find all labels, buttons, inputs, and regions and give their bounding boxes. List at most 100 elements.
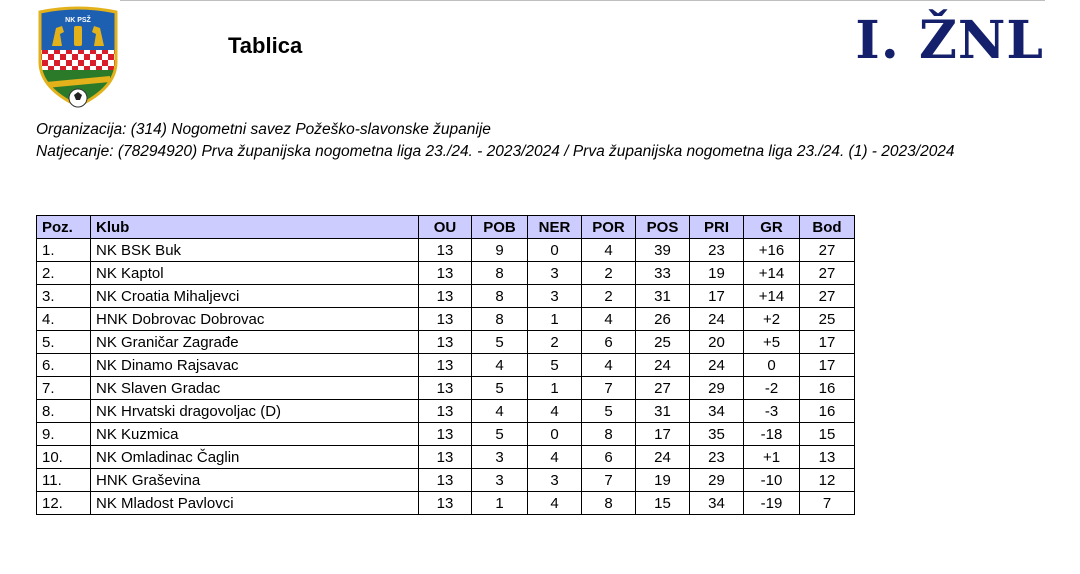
cell-draws: 4 — [527, 399, 582, 423]
cell-position: 8. — [36, 399, 91, 423]
cell-losses: 6 — [581, 445, 636, 469]
cell-losses: 8 — [581, 422, 636, 446]
col-header-pob: POB — [471, 215, 528, 239]
col-header-pos: POS — [635, 215, 690, 239]
cell-position: 5. — [36, 330, 91, 354]
cell-played: 13 — [418, 399, 472, 423]
cell-goals-against: 34 — [689, 399, 744, 423]
cell-goals-for: 15 — [635, 491, 690, 515]
table-row: 5. NK Graničar Zagrađe 13 5 2 6 25 20 +5 17 — [36, 330, 855, 354]
league-title: I. ŽNL — [855, 10, 1044, 71]
col-header-poz: Poz. — [36, 215, 91, 239]
cell-position: 11. — [36, 468, 91, 492]
cell-club: NK Hrvatski dragovoljac (D) — [90, 399, 419, 423]
cell-draws: 0 — [527, 238, 582, 262]
cell-goals-against: 24 — [689, 307, 744, 331]
cell-wins: 5 — [471, 422, 528, 446]
table-row: 9. NK Kuzmica 13 5 0 8 17 35 -18 15 — [36, 422, 855, 446]
cell-goal-diff: +14 — [743, 284, 800, 308]
cell-wins: 8 — [471, 284, 528, 308]
cell-goal-diff: -18 — [743, 422, 800, 446]
cell-position: 4. — [36, 307, 91, 331]
cell-club: NK Graničar Zagrađe — [90, 330, 419, 354]
cell-goal-diff: 0 — [743, 353, 800, 377]
cell-position: 3. — [36, 284, 91, 308]
cell-goals-against: 29 — [689, 468, 744, 492]
table-header-row: Poz. Klub OU POB NER POR POS PRI GR Bod — [36, 215, 855, 239]
cell-wins: 3 — [471, 468, 528, 492]
cell-played: 13 — [418, 330, 472, 354]
competition-line: Natjecanje: (78294920) Prva županijska n… — [36, 143, 955, 160]
table-row: 12. NK Mladost Pavlovci 13 1 4 8 15 34 -19 7 — [36, 491, 855, 515]
col-header-gr: GR — [743, 215, 800, 239]
table-row: 1. NK BSK Buk 13 9 0 4 39 23 +16 27 — [36, 238, 855, 262]
table-row: 3. NK Croatia Mihaljevci 13 8 3 2 31 17 +14 27 — [36, 284, 855, 308]
cell-goals-for: 33 — [635, 261, 690, 285]
cell-points: 17 — [799, 353, 855, 377]
top-divider — [120, 0, 1045, 1]
cell-wins: 8 — [471, 261, 528, 285]
cell-points: 16 — [799, 376, 855, 400]
cell-wins: 3 — [471, 445, 528, 469]
cell-losses: 8 — [581, 491, 636, 515]
cell-position: 10. — [36, 445, 91, 469]
col-header-por: POR — [581, 215, 636, 239]
cell-played: 13 — [418, 445, 472, 469]
page-title: Tablica — [228, 33, 303, 58]
cell-played: 13 — [418, 284, 472, 308]
cell-played: 13 — [418, 468, 472, 492]
cell-played: 13 — [418, 353, 472, 377]
cell-club: NK Kaptol — [90, 261, 419, 285]
cell-draws: 3 — [527, 284, 582, 308]
cell-points: 12 — [799, 468, 855, 492]
cell-position: 9. — [36, 422, 91, 446]
cell-losses: 5 — [581, 399, 636, 423]
cell-goals-against: 17 — [689, 284, 744, 308]
cell-wins: 4 — [471, 353, 528, 377]
cell-position: 1. — [36, 238, 91, 262]
cell-goals-for: 17 — [635, 422, 690, 446]
cell-goals-for: 24 — [635, 445, 690, 469]
cell-goal-diff: -19 — [743, 491, 800, 515]
col-header-ou: OU — [418, 215, 472, 239]
cell-losses: 7 — [581, 468, 636, 492]
cell-goal-diff: +2 — [743, 307, 800, 331]
cell-goals-against: 23 — [689, 445, 744, 469]
cell-wins: 4 — [471, 399, 528, 423]
cell-goals-against: 20 — [689, 330, 744, 354]
cell-losses: 6 — [581, 330, 636, 354]
cell-goal-diff: +5 — [743, 330, 800, 354]
cell-goals-for: 39 — [635, 238, 690, 262]
cell-played: 13 — [418, 491, 472, 515]
cell-draws: 3 — [527, 468, 582, 492]
col-header-ner: NER — [527, 215, 582, 239]
cell-goals-against: 23 — [689, 238, 744, 262]
organization-line: Organizacija: (314) Nogometni savez Pože… — [36, 121, 491, 138]
cell-club: NK Slaven Gradac — [90, 376, 419, 400]
standings-table: Poz. Klub OU POB NER POR POS PRI GR Bod … — [36, 215, 855, 515]
cell-points: 27 — [799, 284, 855, 308]
cell-draws: 1 — [527, 376, 582, 400]
cell-draws: 3 — [527, 261, 582, 285]
cell-losses: 4 — [581, 307, 636, 331]
cell-club: HNK Dobrovac Dobrovac — [90, 307, 419, 331]
cell-goals-for: 24 — [635, 353, 690, 377]
federation-logo: NK PSŽ — [38, 6, 118, 108]
cell-played: 13 — [418, 238, 472, 262]
cell-draws: 1 — [527, 307, 582, 331]
cell-points: 16 — [799, 399, 855, 423]
cell-goals-for: 25 — [635, 330, 690, 354]
cell-wins: 5 — [471, 376, 528, 400]
cell-draws: 4 — [527, 491, 582, 515]
col-header-bod: Bod — [799, 215, 855, 239]
cell-position: 7. — [36, 376, 91, 400]
cell-points: 15 — [799, 422, 855, 446]
cell-goal-diff: -10 — [743, 468, 800, 492]
cell-points: 17 — [799, 330, 855, 354]
cell-goal-diff: +14 — [743, 261, 800, 285]
cell-played: 13 — [418, 261, 472, 285]
table-row: 6. NK Dinamo Rajsavac 13 4 5 4 24 24 0 17 — [36, 353, 855, 377]
cell-goals-against: 19 — [689, 261, 744, 285]
cell-goals-against: 24 — [689, 353, 744, 377]
table-row: 4. HNK Dobrovac Dobrovac 13 8 1 4 26 24 +2 25 — [36, 307, 855, 331]
